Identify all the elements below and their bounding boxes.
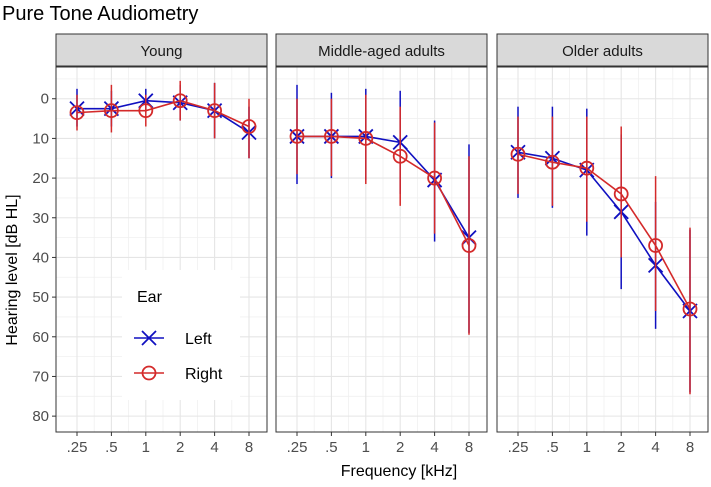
- panel-strip-label: Young: [141, 43, 183, 60]
- legend: Ear Left Right: [122, 270, 240, 400]
- point-right: [289, 129, 305, 144]
- legend-right-marker: [141, 365, 157, 381]
- x-tick-label: .5: [325, 439, 338, 456]
- legend-x-symbol-stroke: [141, 330, 157, 346]
- x-tick-label: 8: [686, 439, 694, 456]
- panel-plot-area: [276, 67, 487, 432]
- point-right: [545, 154, 560, 170]
- point-right: [392, 148, 408, 164]
- x-tick-label: 1: [362, 439, 370, 456]
- x-tick-label: .5: [546, 439, 559, 456]
- x-tick-label: 2: [396, 439, 404, 456]
- legend-right-label: Right: [185, 366, 223, 383]
- panel-strip: [496, 33, 709, 67]
- point-right: [613, 186, 629, 202]
- panel-strip: [275, 33, 488, 67]
- panel-strip: [55, 33, 268, 67]
- point-right: [427, 170, 443, 186]
- y-tick-label: 0: [41, 91, 49, 108]
- point-right: [104, 103, 119, 119]
- legend-x-symbol: [141, 330, 157, 346]
- x-tick-label: 1: [583, 439, 591, 456]
- x-tick-label: 2: [176, 439, 184, 456]
- panel-border: [275, 66, 488, 433]
- y-tick-label: 20: [32, 170, 49, 187]
- panel-1: Middle-aged adults .25 .5 1 2 4 8: [275, 33, 488, 456]
- point-right: [510, 146, 526, 162]
- legend-left-label: Left: [185, 331, 212, 348]
- point-right: [648, 238, 663, 253]
- y-tick-label: 80: [32, 408, 49, 425]
- point-right: [682, 301, 698, 317]
- y-tick-label: 40: [32, 249, 49, 266]
- y-tick-label: 10: [32, 130, 49, 147]
- panel-border: [496, 66, 709, 433]
- y-tick-label: 70: [32, 368, 49, 385]
- point-right: [579, 160, 595, 176]
- panel-2: Older adults .25 .5 1 2 4 8: [496, 33, 709, 456]
- point-right: [241, 119, 257, 134]
- series-line-left: [517, 151, 691, 312]
- panel-border: [55, 66, 268, 433]
- x-tick-label: .5: [105, 439, 118, 456]
- point-right: [207, 103, 223, 119]
- x-tick-label: .25: [287, 439, 308, 456]
- x-tick-label: .25: [67, 439, 88, 456]
- chart-title: Pure Tone Audiometry: [2, 3, 198, 25]
- panel-plot-area: [497, 67, 708, 432]
- point-right: [138, 103, 154, 119]
- legend-left-marker: [141, 330, 157, 346]
- point-right: [172, 93, 188, 109]
- point-right: [323, 129, 339, 144]
- legend-circle-symbol: [141, 365, 157, 381]
- x-tick-label: 1: [142, 439, 150, 456]
- y-axis-label: Hearing level [dB HL]: [4, 194, 21, 345]
- panel-strip-label: Older adults: [562, 43, 643, 60]
- y-tick-label: 50: [32, 289, 49, 306]
- x-tick-label: .25: [508, 439, 529, 456]
- panel-strip-label: Middle-aged adults: [318, 43, 445, 60]
- y-tick-label: 60: [32, 329, 49, 346]
- x-tick-label: 2: [617, 439, 625, 456]
- x-tick-label: 8: [465, 439, 473, 456]
- point-right: [461, 238, 477, 253]
- x-tick-label: 4: [430, 439, 438, 456]
- x-axis-label: Frequency [kHz]: [341, 463, 457, 480]
- legend-title: Ear: [137, 289, 163, 306]
- legend-background: [122, 270, 240, 400]
- y-tick-label: 30: [32, 210, 49, 227]
- point-right: [358, 131, 374, 146]
- x-tick-label: 8: [245, 439, 253, 456]
- x-tick-label: 4: [210, 439, 218, 456]
- point-right: [69, 105, 85, 121]
- x-tick-label: 4: [651, 439, 659, 456]
